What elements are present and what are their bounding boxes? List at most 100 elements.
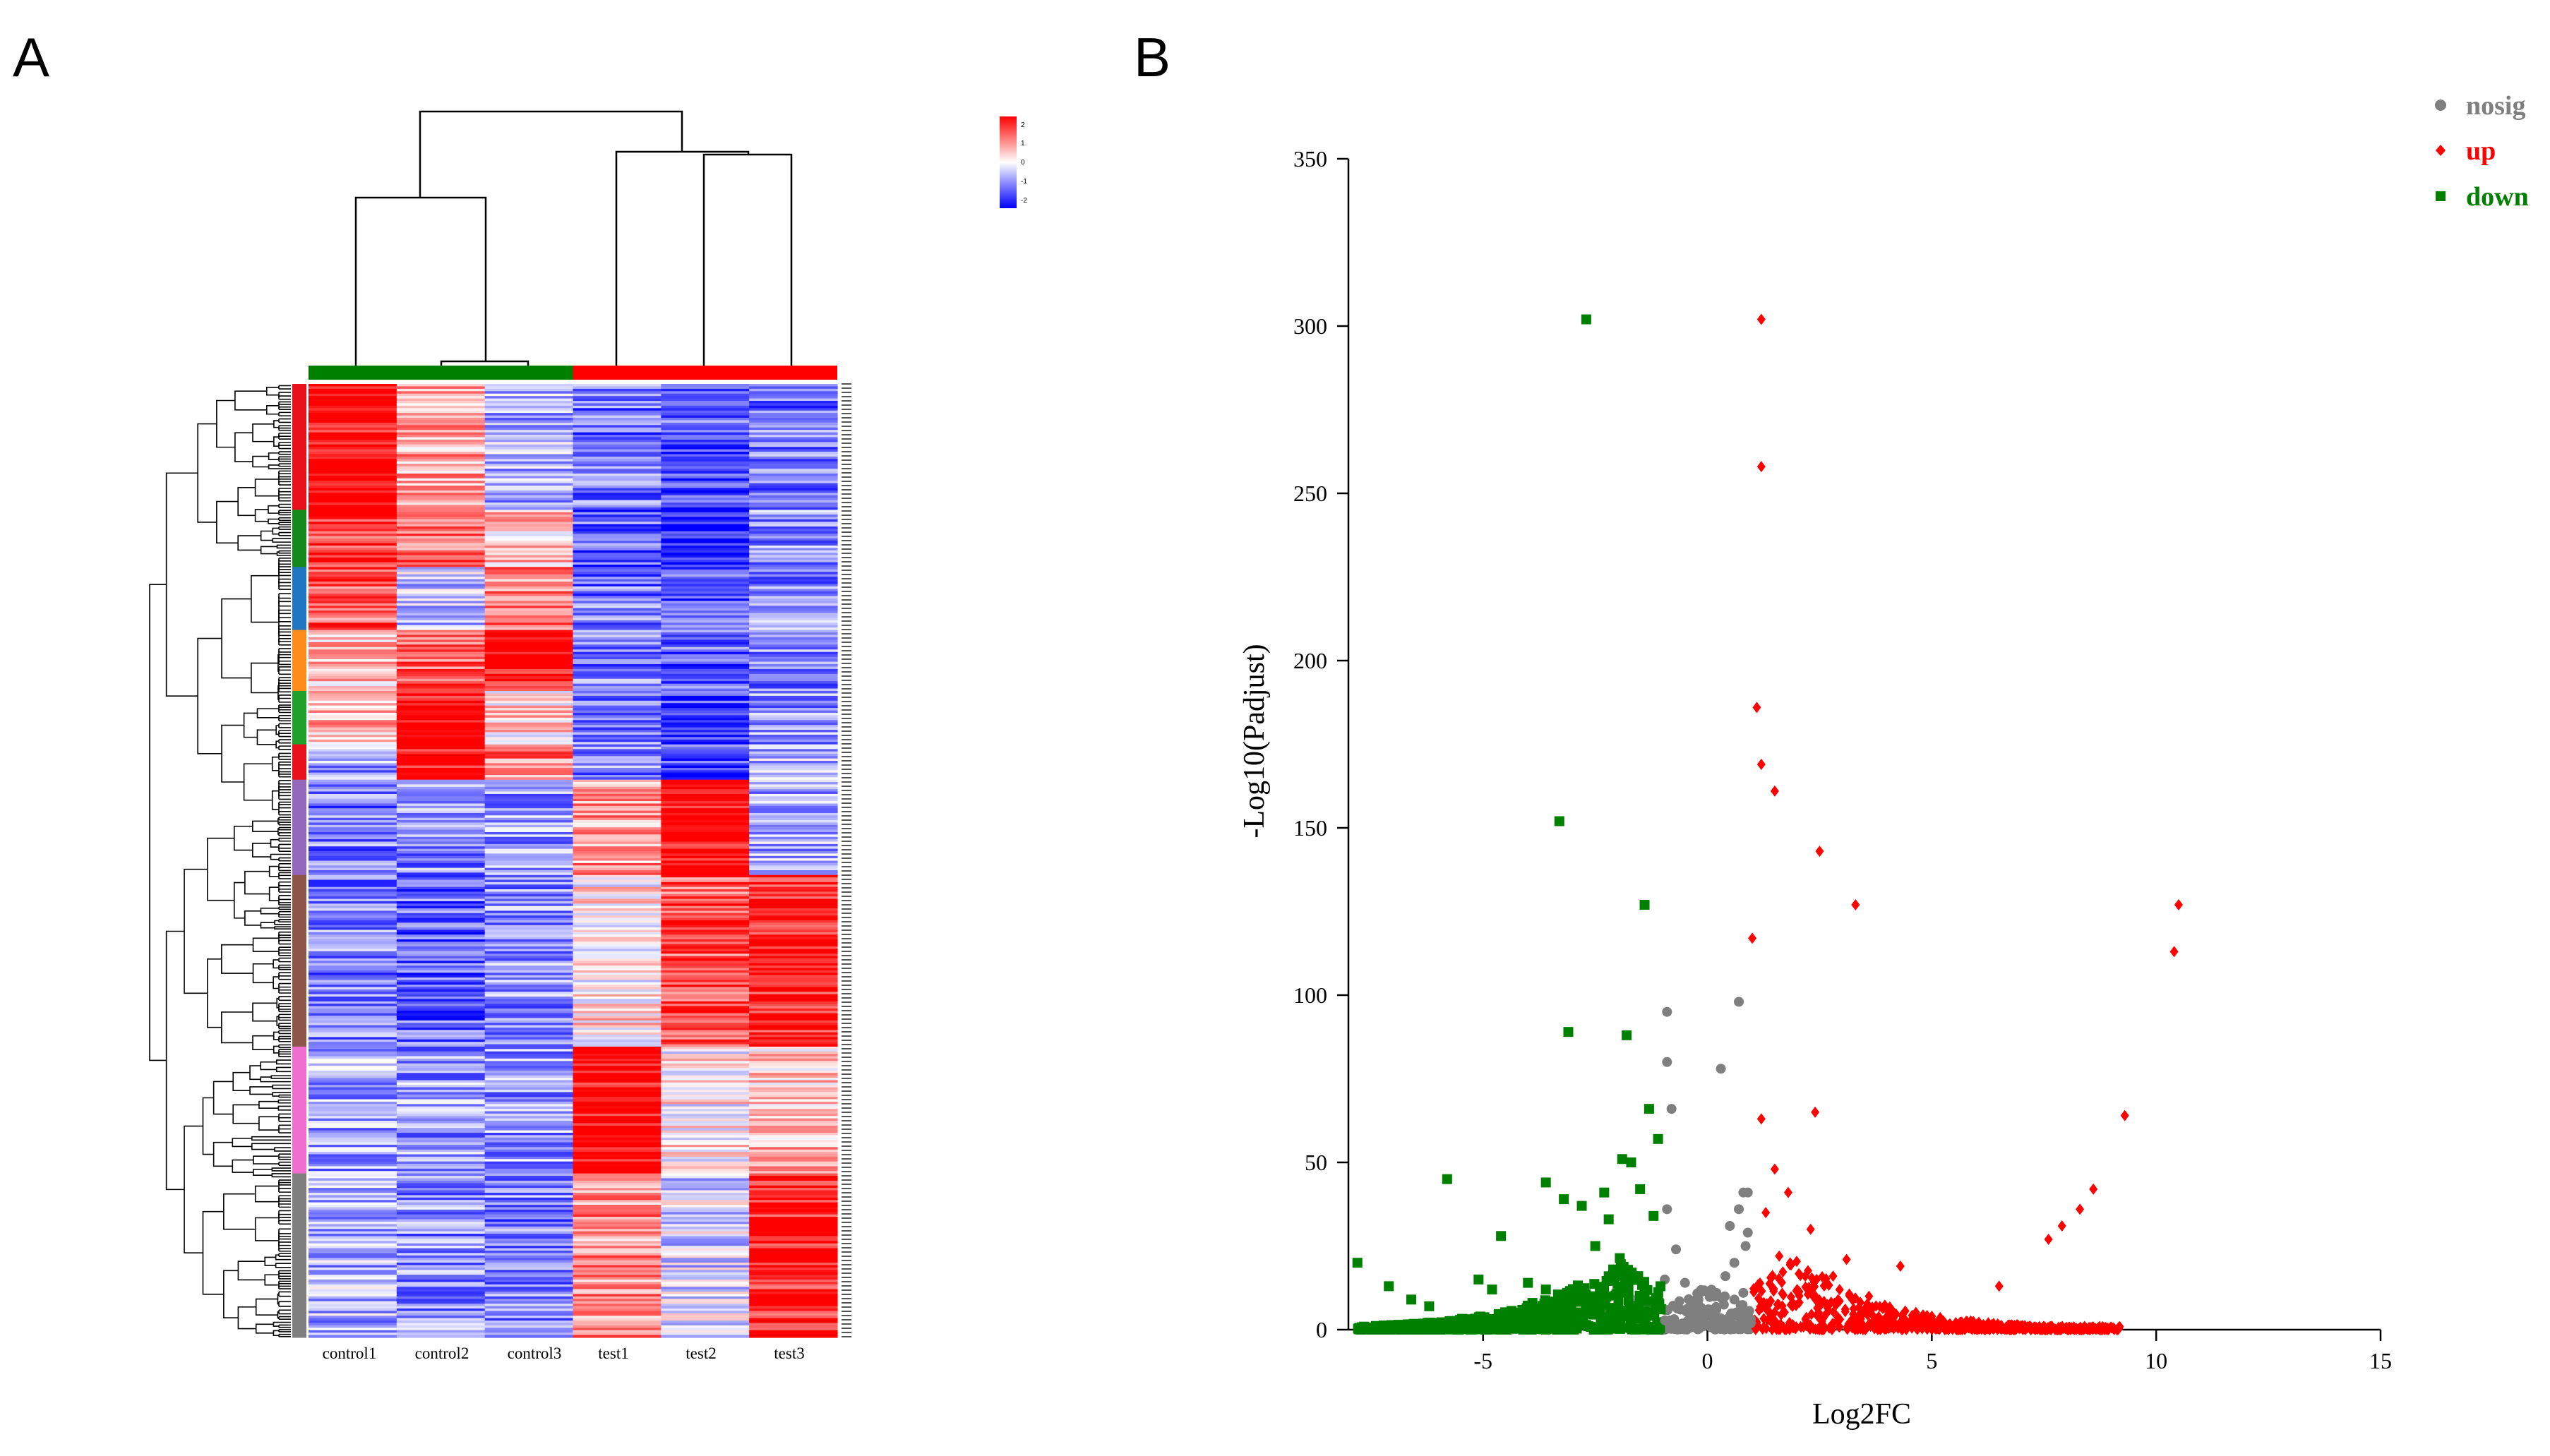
heatmap-cell — [661, 439, 750, 443]
heatmap-cell — [309, 712, 397, 716]
heatmap-cell — [484, 432, 574, 435]
heatmap-cell — [749, 1330, 838, 1333]
heatmap-cell — [573, 488, 662, 491]
heatmap-cell — [661, 1226, 750, 1229]
heatmap-cell — [661, 865, 750, 869]
heatmap-cell — [661, 747, 750, 750]
heatmap-cell — [749, 1318, 838, 1321]
heatmap-cell — [484, 1313, 574, 1316]
point-up — [1851, 899, 1860, 911]
heatmap-cell — [484, 656, 574, 660]
heatmap-cell — [309, 1270, 397, 1273]
heatmap-cell — [573, 435, 662, 438]
heatmap-cell — [661, 659, 750, 663]
heatmap-cell — [573, 1292, 662, 1295]
heatmap-row — [309, 817, 838, 821]
heatmap-cell — [661, 1037, 750, 1040]
heatmap-cell — [484, 1049, 574, 1052]
heatmap-cell — [661, 565, 750, 567]
heatmap-cell — [484, 1279, 574, 1283]
heatmap-row — [309, 1049, 838, 1052]
heatmap-cell — [573, 1154, 662, 1157]
heatmap-row — [309, 1004, 838, 1007]
heatmap-cell — [661, 862, 750, 866]
heatmap-cell — [749, 1092, 838, 1095]
heatmap-row — [309, 1318, 838, 1321]
heatmap-cell — [749, 644, 838, 648]
heatmap-cell — [396, 594, 486, 597]
heatmap-cell — [661, 1023, 750, 1026]
heatmap-cell — [396, 789, 486, 793]
heatmap-cell — [661, 886, 750, 890]
heatmap-cell — [573, 898, 662, 902]
heatmap-cell — [749, 1231, 838, 1234]
heatmap-cell — [396, 841, 486, 845]
heatmap-cell — [309, 920, 397, 923]
heatmap-cell — [573, 758, 662, 762]
heatmap-row — [309, 843, 838, 847]
heatmap-cell — [484, 500, 574, 503]
heatmap-cell — [661, 637, 750, 640]
heatmap-cell — [573, 805, 662, 809]
heatmap-row — [309, 420, 838, 423]
heatmap-row — [309, 985, 838, 988]
heatmap-cell — [484, 683, 574, 687]
heatmap-cell — [749, 476, 838, 479]
heatmap-cell — [309, 591, 397, 594]
heatmap-row — [309, 1180, 838, 1184]
heatmap-cell — [749, 1246, 838, 1249]
heatmap-cell — [484, 691, 574, 694]
heatmap-cell — [661, 841, 750, 845]
heatmap-cell — [396, 1250, 486, 1253]
heatmap-cell — [573, 678, 662, 682]
heatmap-cell — [573, 391, 662, 395]
heatmap-cell — [309, 855, 397, 859]
heatmap-cell — [573, 765, 662, 769]
heatmap-row — [309, 430, 838, 433]
heatmap-cell — [573, 1265, 662, 1268]
heatmap-cell — [396, 1140, 486, 1143]
heatmap-cell — [749, 503, 838, 506]
heatmap-cell — [309, 545, 397, 548]
heatmap-cell — [484, 715, 574, 718]
heatmap-cell — [573, 1137, 662, 1141]
heatmap-cell — [661, 548, 750, 551]
heatmap-cell — [309, 944, 397, 947]
heatmap-cell — [396, 473, 486, 476]
heatmap-row — [309, 536, 838, 539]
heatmap-cell — [573, 1156, 662, 1160]
heatmap-cell — [396, 734, 486, 738]
heatmap-cell — [484, 1104, 574, 1107]
heatmap-cell — [749, 627, 838, 631]
heatmap-cell — [573, 695, 662, 699]
heatmap-cell — [396, 1275, 486, 1278]
heatmap-cell — [309, 557, 397, 560]
heatmap-cell — [396, 877, 486, 881]
heatmap-cell — [749, 1311, 838, 1314]
dendrogram-branch — [273, 1321, 279, 1327]
dendrogram-branch — [252, 963, 274, 984]
heatmap-cell — [484, 608, 574, 611]
heatmap-cell — [484, 820, 574, 824]
heatmap-cell — [749, 1253, 838, 1256]
point-up — [2088, 1323, 2097, 1335]
point-up — [2169, 946, 2179, 958]
heatmap-row — [309, 1118, 838, 1121]
heatmap-cell — [661, 1238, 750, 1241]
heatmap-cell — [661, 722, 750, 726]
heatmap-cell — [309, 681, 397, 685]
heatmap-cell — [661, 796, 750, 800]
heatmap-cell — [661, 522, 750, 525]
heatmap-row — [309, 1144, 838, 1148]
heatmap-cell — [484, 1097, 574, 1100]
heatmap-cell — [396, 836, 486, 840]
heatmap-cell — [396, 705, 486, 709]
heatmap-cell — [396, 608, 486, 611]
heatmap-row — [309, 1236, 838, 1239]
heatmap-cell — [749, 522, 838, 525]
heatmap-row — [309, 493, 838, 496]
heatmap-cell — [749, 560, 838, 563]
heatmap-cell — [396, 710, 486, 714]
heatmap-row — [309, 744, 838, 747]
heatmap-row — [309, 688, 838, 692]
